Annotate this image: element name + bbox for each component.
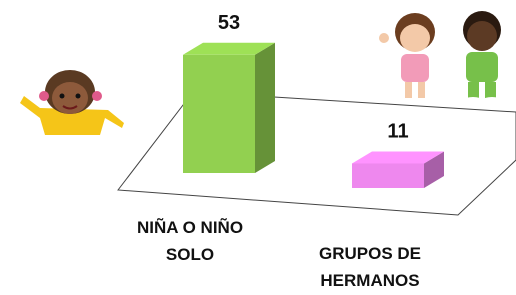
bar-side xyxy=(255,43,275,173)
kids-clipart xyxy=(379,11,501,103)
value-label: 53 xyxy=(218,12,240,34)
bar xyxy=(183,55,255,173)
chart: 53 11 NIÑA O NIÑO SOLO GRUPOS DE HERMANOS xyxy=(0,0,516,295)
girl-clipart xyxy=(20,70,124,135)
floor xyxy=(118,92,516,215)
value-label: 11 xyxy=(387,120,408,142)
category-label: NIÑA O NIÑO SOLO xyxy=(120,214,260,268)
category-label: GRUPOS DE HERMANOS xyxy=(300,240,440,294)
bar xyxy=(352,163,424,188)
